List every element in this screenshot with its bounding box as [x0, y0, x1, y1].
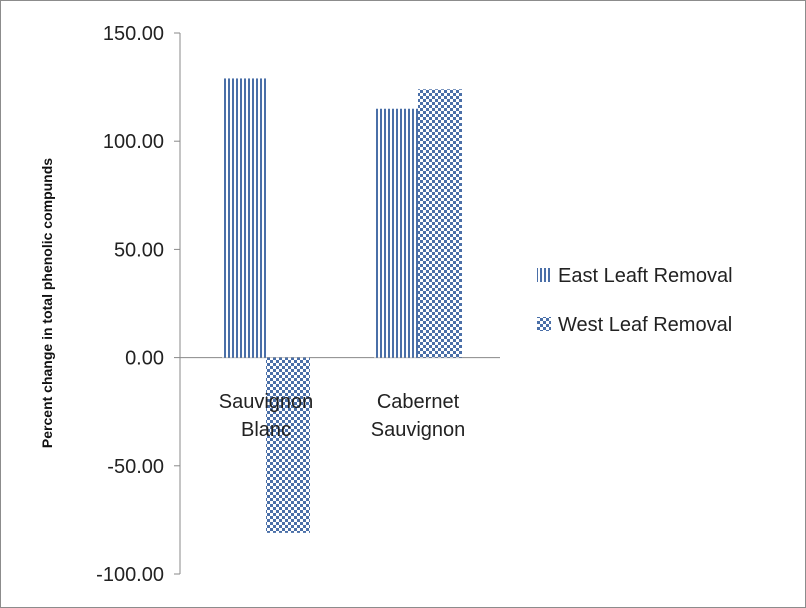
y-axis-title: Percent change in total phenolic compund… [39, 158, 55, 448]
legend-label-west: West Leaf Removal [558, 314, 732, 336]
bar-east-1 [374, 108, 418, 358]
legend-swatch-west [537, 317, 551, 331]
y-tick-label: 100.00 [103, 131, 164, 153]
legend: East Leaft Removal West Leaf Removal [537, 265, 733, 336]
legend-swatch-east [537, 268, 551, 282]
bar-east-0 [222, 78, 266, 358]
labels: 150.00 100.00 50.00 0.00 -50.00 -100.00 Percen… [39, 23, 465, 586]
category-label: Cabernet Sauvignon [371, 391, 466, 441]
bar-west-0 [266, 357, 310, 533]
category-label: Sauvignon Blanc [219, 391, 314, 441]
legend-label-east: East Leaft Removal [558, 265, 733, 287]
y-tick-label: 150.00 [103, 23, 164, 45]
y-tick-label: -100.00 [96, 564, 164, 586]
y-tick-label: 50.00 [114, 239, 164, 261]
y-tick-label: -50.00 [107, 456, 164, 478]
y-tick-label: 0.00 [125, 348, 164, 370]
bars [222, 78, 462, 533]
bar-west-1 [418, 89, 462, 358]
